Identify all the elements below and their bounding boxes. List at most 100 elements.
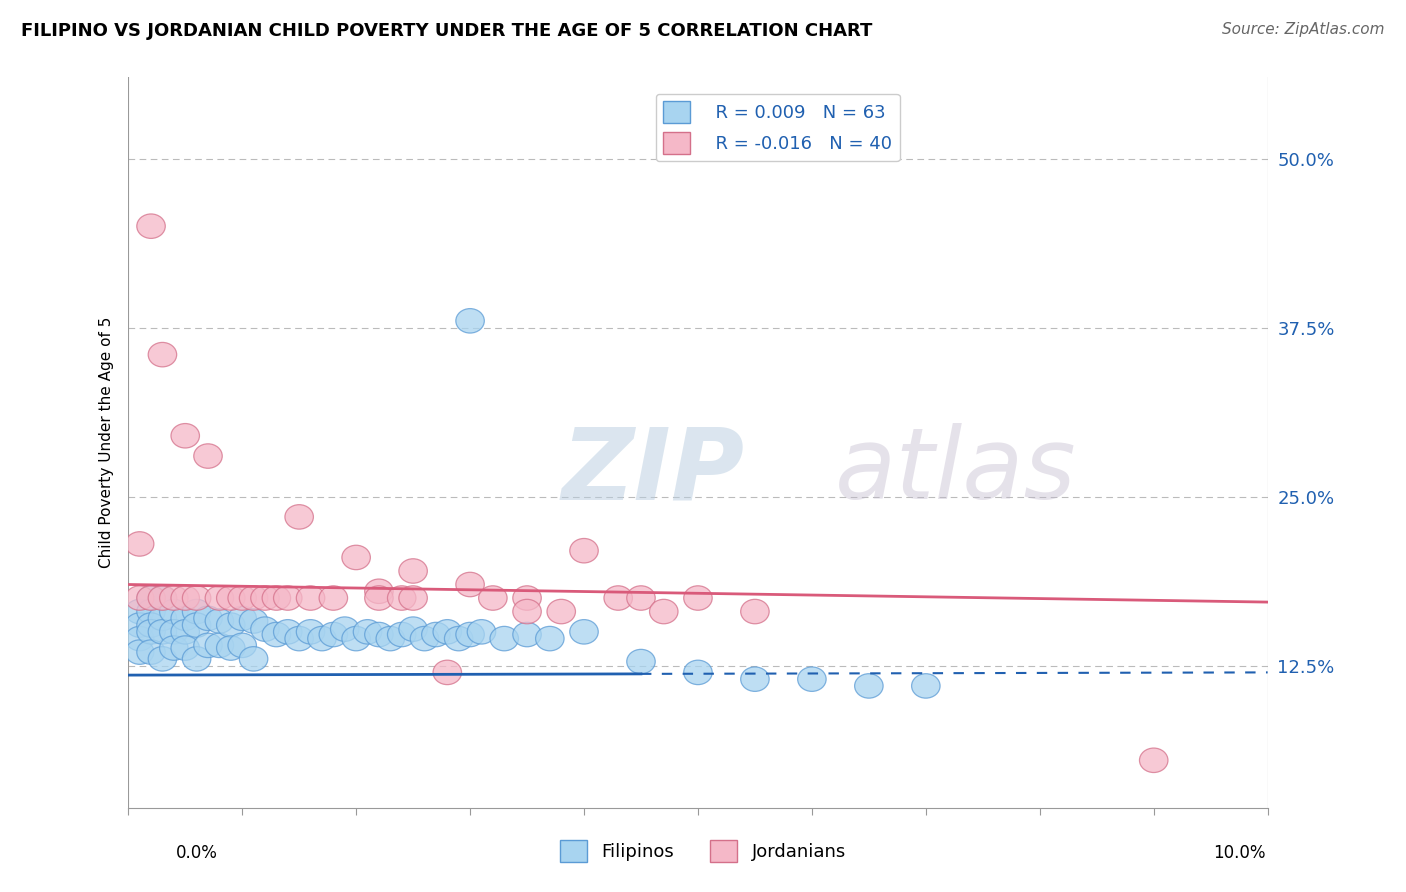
Ellipse shape xyxy=(513,599,541,624)
Text: 0.0%: 0.0% xyxy=(176,844,218,862)
Ellipse shape xyxy=(342,545,370,570)
Ellipse shape xyxy=(205,608,233,633)
Ellipse shape xyxy=(364,579,394,604)
Ellipse shape xyxy=(456,309,484,333)
Ellipse shape xyxy=(172,606,200,631)
Ellipse shape xyxy=(160,636,188,660)
Ellipse shape xyxy=(228,586,256,610)
Ellipse shape xyxy=(136,586,166,610)
Ellipse shape xyxy=(250,617,280,641)
Ellipse shape xyxy=(399,558,427,583)
Ellipse shape xyxy=(444,626,472,651)
Ellipse shape xyxy=(513,623,541,647)
Ellipse shape xyxy=(274,620,302,644)
Ellipse shape xyxy=(148,620,177,644)
Legend:   R = 0.009   N = 63,   R = -0.016   N = 40: R = 0.009 N = 63, R = -0.016 N = 40 xyxy=(655,94,900,161)
Ellipse shape xyxy=(172,586,200,610)
Ellipse shape xyxy=(125,640,153,665)
Legend: Filipinos, Jordanians: Filipinos, Jordanians xyxy=(553,833,853,870)
Ellipse shape xyxy=(217,636,245,660)
Ellipse shape xyxy=(1139,748,1168,772)
Ellipse shape xyxy=(183,586,211,610)
Ellipse shape xyxy=(605,586,633,610)
Ellipse shape xyxy=(148,586,177,610)
Ellipse shape xyxy=(433,660,461,685)
Ellipse shape xyxy=(136,620,166,644)
Ellipse shape xyxy=(388,623,416,647)
Ellipse shape xyxy=(172,636,200,660)
Ellipse shape xyxy=(136,214,166,238)
Ellipse shape xyxy=(148,647,177,671)
Ellipse shape xyxy=(627,649,655,673)
Ellipse shape xyxy=(148,586,177,610)
Ellipse shape xyxy=(741,667,769,691)
Ellipse shape xyxy=(194,444,222,468)
Ellipse shape xyxy=(467,620,496,644)
Ellipse shape xyxy=(433,620,461,644)
Ellipse shape xyxy=(217,586,245,610)
Ellipse shape xyxy=(422,623,450,647)
Ellipse shape xyxy=(228,633,256,657)
Ellipse shape xyxy=(353,620,382,644)
Ellipse shape xyxy=(183,613,211,637)
Ellipse shape xyxy=(855,673,883,698)
Ellipse shape xyxy=(411,626,439,651)
Ellipse shape xyxy=(125,626,153,651)
Ellipse shape xyxy=(456,623,484,647)
Ellipse shape xyxy=(250,586,280,610)
Ellipse shape xyxy=(205,586,233,610)
Ellipse shape xyxy=(239,647,267,671)
Ellipse shape xyxy=(547,599,575,624)
Ellipse shape xyxy=(228,606,256,631)
Text: 10.0%: 10.0% xyxy=(1213,844,1265,862)
Ellipse shape xyxy=(741,599,769,624)
Ellipse shape xyxy=(205,633,233,657)
Ellipse shape xyxy=(297,620,325,644)
Ellipse shape xyxy=(285,626,314,651)
Ellipse shape xyxy=(239,586,267,610)
Ellipse shape xyxy=(308,626,336,651)
Text: FILIPINO VS JORDANIAN CHILD POVERTY UNDER THE AGE OF 5 CORRELATION CHART: FILIPINO VS JORDANIAN CHILD POVERTY UNDE… xyxy=(21,22,873,40)
Ellipse shape xyxy=(797,667,827,691)
Ellipse shape xyxy=(148,343,177,367)
Y-axis label: Child Poverty Under the Age of 5: Child Poverty Under the Age of 5 xyxy=(100,317,114,568)
Ellipse shape xyxy=(491,626,519,651)
Ellipse shape xyxy=(375,626,405,651)
Ellipse shape xyxy=(183,647,211,671)
Ellipse shape xyxy=(399,617,427,641)
Ellipse shape xyxy=(239,608,267,633)
Ellipse shape xyxy=(136,586,166,610)
Ellipse shape xyxy=(330,617,359,641)
Ellipse shape xyxy=(285,505,314,529)
Ellipse shape xyxy=(683,586,713,610)
Ellipse shape xyxy=(342,626,370,651)
Ellipse shape xyxy=(194,633,222,657)
Ellipse shape xyxy=(364,586,394,610)
Ellipse shape xyxy=(399,586,427,610)
Ellipse shape xyxy=(148,606,177,631)
Ellipse shape xyxy=(627,586,655,610)
Ellipse shape xyxy=(456,573,484,597)
Ellipse shape xyxy=(262,623,291,647)
Ellipse shape xyxy=(136,640,166,665)
Ellipse shape xyxy=(478,586,508,610)
Ellipse shape xyxy=(125,586,153,610)
Ellipse shape xyxy=(388,586,416,610)
Ellipse shape xyxy=(569,539,599,563)
Ellipse shape xyxy=(136,613,166,637)
Ellipse shape xyxy=(364,623,394,647)
Ellipse shape xyxy=(911,673,941,698)
Ellipse shape xyxy=(513,586,541,610)
Ellipse shape xyxy=(319,586,347,610)
Ellipse shape xyxy=(319,623,347,647)
Text: ZIP: ZIP xyxy=(561,423,744,520)
Ellipse shape xyxy=(650,599,678,624)
Text: atlas: atlas xyxy=(835,423,1077,520)
Ellipse shape xyxy=(569,620,599,644)
Ellipse shape xyxy=(262,586,291,610)
Ellipse shape xyxy=(172,424,200,448)
Ellipse shape xyxy=(172,620,200,644)
Ellipse shape xyxy=(125,532,153,557)
Ellipse shape xyxy=(160,586,188,610)
Ellipse shape xyxy=(160,599,188,624)
